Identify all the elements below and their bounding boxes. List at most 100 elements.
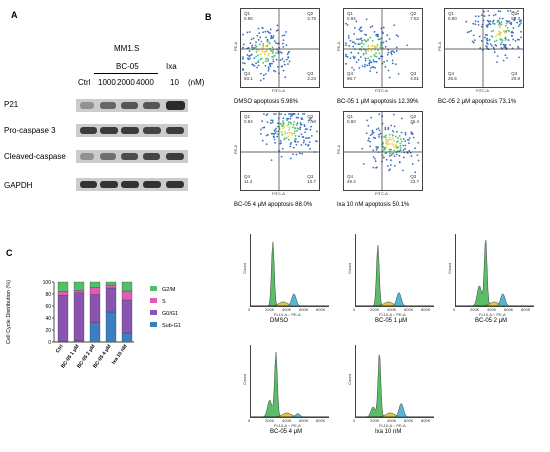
g1-peak	[356, 245, 434, 306]
dot	[372, 149, 375, 152]
dot	[264, 64, 267, 67]
dot	[404, 133, 407, 136]
dot	[488, 14, 491, 17]
dot	[296, 122, 299, 125]
dot	[378, 129, 381, 132]
dot	[370, 116, 373, 119]
histogram-x-tick: 800K	[421, 307, 431, 312]
dot	[363, 43, 365, 46]
dot	[283, 60, 285, 63]
dot	[273, 113, 275, 115]
dot	[242, 68, 245, 71]
dot	[288, 128, 290, 131]
dot	[281, 147, 284, 150]
dot	[395, 50, 398, 52]
dot	[271, 132, 274, 135]
dot	[369, 67, 372, 69]
dot	[277, 52, 280, 55]
dot	[255, 45, 258, 48]
dot	[303, 139, 305, 142]
histogram-x-axis-label: FL10-A :: PE-A	[479, 312, 506, 317]
dot	[402, 149, 405, 151]
dot	[304, 131, 307, 134]
dot	[371, 25, 374, 28]
dot	[478, 35, 481, 38]
dot-plot-caption: DMSO apoptosis 5.98%	[234, 99, 299, 105]
g2-peak	[356, 292, 434, 306]
dot	[505, 22, 508, 25]
dot	[272, 60, 275, 63]
histogram-y-axis-label: Count	[241, 374, 247, 385]
dot	[287, 123, 290, 126]
dot	[267, 133, 269, 136]
dot-plot-y-axis-label: PE-A	[336, 144, 342, 155]
dot	[500, 21, 503, 23]
dot	[255, 55, 258, 58]
dot	[508, 30, 511, 33]
dot	[299, 126, 302, 129]
dot	[388, 138, 391, 141]
dot	[388, 76, 391, 79]
dot	[345, 55, 347, 58]
dot	[510, 23, 513, 26]
dot	[495, 39, 498, 42]
g1-peak	[456, 239, 534, 306]
dot	[399, 144, 402, 147]
dot	[291, 132, 293, 134]
dot	[283, 138, 286, 141]
dot	[390, 50, 393, 53]
dot	[470, 29, 473, 32]
dot	[249, 57, 251, 60]
dot	[520, 30, 522, 33]
dot	[316, 140, 318, 143]
dot	[368, 62, 371, 65]
dot	[492, 22, 495, 25]
dot	[276, 125, 279, 128]
legend-label: G0/G1	[162, 311, 178, 317]
dot	[265, 143, 268, 146]
dot	[242, 61, 244, 64]
dot	[261, 26, 264, 29]
dot	[257, 64, 260, 67]
dot	[489, 20, 492, 23]
dot	[480, 40, 483, 42]
dot-plot-caption: Ixa 10 nM apoptosis 50.1%	[337, 202, 410, 208]
dot	[406, 139, 409, 141]
dot	[520, 22, 522, 24]
dot	[269, 65, 272, 68]
histogram-x-tick: 600K	[404, 307, 414, 312]
dot	[270, 159, 273, 162]
g1-peak	[356, 354, 434, 417]
dot	[361, 65, 364, 68]
dot	[483, 15, 486, 17]
dot	[353, 33, 355, 35]
histogram-x-tick: 200K	[470, 307, 480, 312]
dot	[370, 55, 372, 58]
dot	[288, 131, 291, 134]
dot	[366, 64, 369, 67]
dot	[390, 148, 393, 151]
dot	[267, 66, 270, 69]
dot	[384, 66, 387, 68]
dot	[379, 132, 382, 135]
dot	[518, 23, 521, 26]
dot	[404, 147, 407, 150]
dot	[465, 20, 468, 23]
dot	[242, 56, 244, 59]
dot	[272, 69, 275, 72]
dot	[517, 10, 519, 12]
dot	[379, 46, 382, 49]
dot	[275, 42, 277, 44]
dot	[409, 151, 412, 154]
quadrant-label-q4: Q4 86.7	[347, 71, 356, 81]
dot	[293, 130, 296, 133]
dot	[371, 133, 373, 135]
dot	[265, 36, 267, 39]
histogram-x-tick: 400K	[387, 307, 397, 312]
dot	[400, 131, 403, 134]
dot-plot-x-axis-label: FITC-A	[375, 88, 388, 93]
dot	[385, 141, 388, 143]
dot	[279, 139, 282, 142]
dot	[410, 155, 413, 157]
dot	[389, 164, 392, 166]
